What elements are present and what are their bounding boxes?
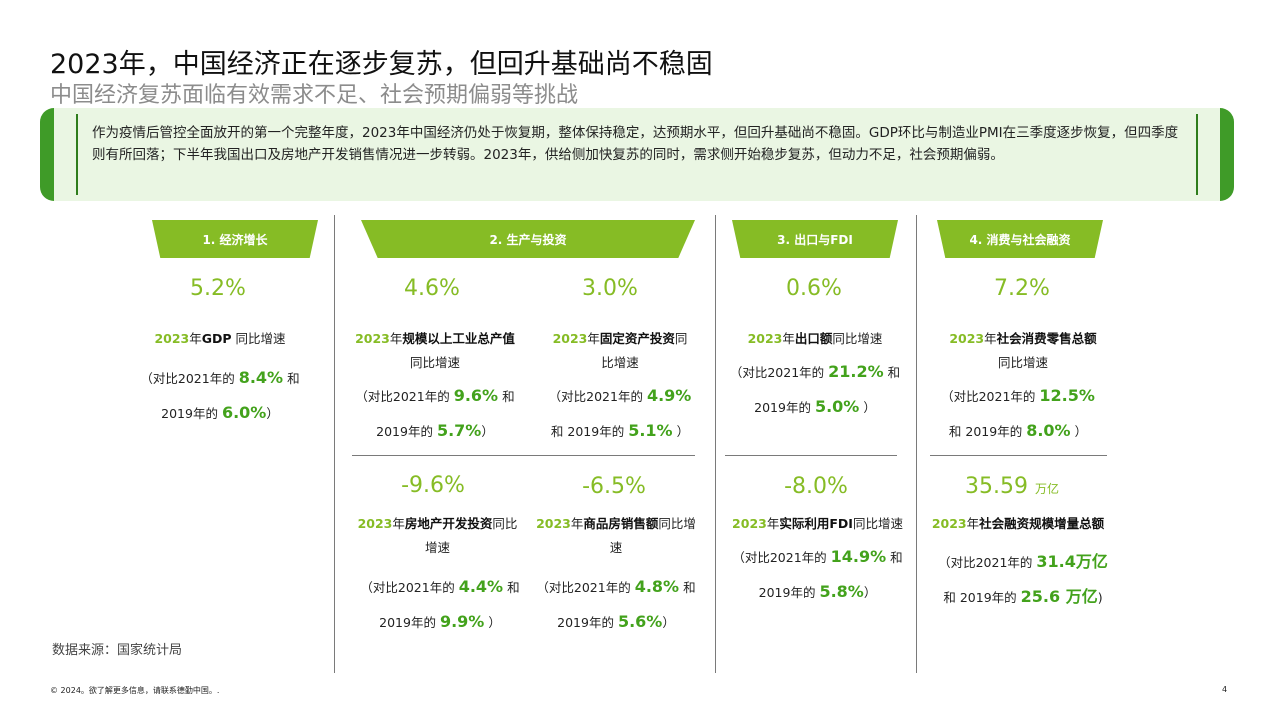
exports-comparison: （对比2021年的 21.2% 和 2019年的 5.0% ） <box>729 362 901 416</box>
exports-description: 2023年出口额同比增速 <box>747 331 883 346</box>
summary-left-rule <box>76 114 78 195</box>
gdp-2021-value: 8.4% <box>238 368 284 387</box>
section-tab-economic-growth: 1. 经济增长 <box>152 220 318 258</box>
row-divider <box>352 455 695 456</box>
unit-label: 万亿 <box>1034 482 1059 496</box>
section-tab-consumption-financing: 4. 消费与社会融资 <box>937 220 1103 258</box>
summary-left-cap <box>40 108 54 201</box>
retail-sales-description: 2023年社会消费零售总额 同比增速 <box>949 331 1097 370</box>
section-tab-production-investment: 2. 生产与投资 <box>361 220 695 258</box>
gdp-comparison: （对比2021年的 8.4% 和 2019年的 6.0%） <box>140 368 300 422</box>
industrial-output-value: 4.6% <box>404 276 460 301</box>
housing-sales-value: -6.5% <box>582 474 646 499</box>
summary-text: 作为疫情后管控全面放开的第一个完整年度，2023年中国经济仍处于恢复期，整体保持… <box>92 125 1179 163</box>
footer-copyright: © 2024。欲了解更多信息，请联系德勤中国。. <box>50 686 220 695</box>
gdp-growth-value: 5.2% <box>190 276 246 301</box>
retail-sales-comparison: （对比2021年的 12.5% 和 2019年的 8.0% ） <box>941 386 1095 440</box>
social-financing-value: 35.59 万亿 <box>965 474 1059 499</box>
real-estate-investment-description: 2023年房地产开发投资同比 增速 <box>357 516 518 555</box>
fdi-description: 2023年实际利用FDI同比增速 <box>732 516 903 531</box>
real-estate-investment-comparison: （对比2021年的 4.4% 和 2019年的 9.9% ） <box>360 577 520 631</box>
page-number: 4 <box>1222 685 1228 694</box>
housing-sales-comparison: （对比2021年的 4.8% 和 2019年的 5.6%） <box>536 577 696 631</box>
page-title: 2023年，中国经济正在逐步复苏，但回升基础尚不稳固 <box>50 49 713 80</box>
metric-name: GDP <box>201 331 232 346</box>
year-label: 2023 <box>154 331 190 346</box>
summary-right-cap <box>1220 108 1234 201</box>
row-divider <box>725 455 897 456</box>
data-source: 数据来源：国家统计局 <box>52 643 183 658</box>
section-tab-export-fdi: 3. 出口与FDI <box>732 220 898 258</box>
housing-sales-description: 2023年商品房销售额同比增速 <box>536 516 696 555</box>
social-financing-comparison: （对比2021年的 31.4万亿 和 2019年的 25.6 万亿) <box>938 552 1108 606</box>
column-divider <box>334 215 335 673</box>
summary-box: 作为疫情后管控全面放开的第一个完整年度，2023年中国经济仍处于恢复期，整体保持… <box>40 108 1234 201</box>
gdp-2019-value: 6.0% <box>221 403 267 422</box>
industrial-output-description: 2023年规模以上工业总产值 同比增速 <box>355 331 515 370</box>
exports-value: 0.6% <box>786 276 842 301</box>
summary-right-rule <box>1196 114 1198 195</box>
fixed-asset-value: 3.0% <box>582 276 638 301</box>
fdi-value: -8.0% <box>784 474 848 499</box>
row-divider <box>930 455 1107 456</box>
column-divider <box>916 215 917 673</box>
fdi-comparison: （对比2021年的 14.9% 和 2019年的 5.8%） <box>732 547 903 601</box>
column-divider <box>715 215 716 673</box>
social-financing-description: 2023年社会融资规模增量总额 <box>931 516 1105 531</box>
real-estate-investment-value: -9.6% <box>401 473 465 498</box>
industrial-output-comparison: （对比2021年的 9.6% 和 2019年的 5.7%） <box>355 386 515 440</box>
page-subtitle: 中国经济复苏面临有效需求不足、社会预期偏弱等挑战 <box>50 83 579 108</box>
fixed-asset-description: 2023年固定资产投资同 比增速 <box>552 331 688 370</box>
fixed-asset-comparison: （对比2021年的 4.9% 和 2019年的 5.1% ） <box>548 386 692 440</box>
gdp-description: 2023年GDP 同比增速 <box>154 331 286 346</box>
retail-sales-value: 7.2% <box>994 276 1050 301</box>
